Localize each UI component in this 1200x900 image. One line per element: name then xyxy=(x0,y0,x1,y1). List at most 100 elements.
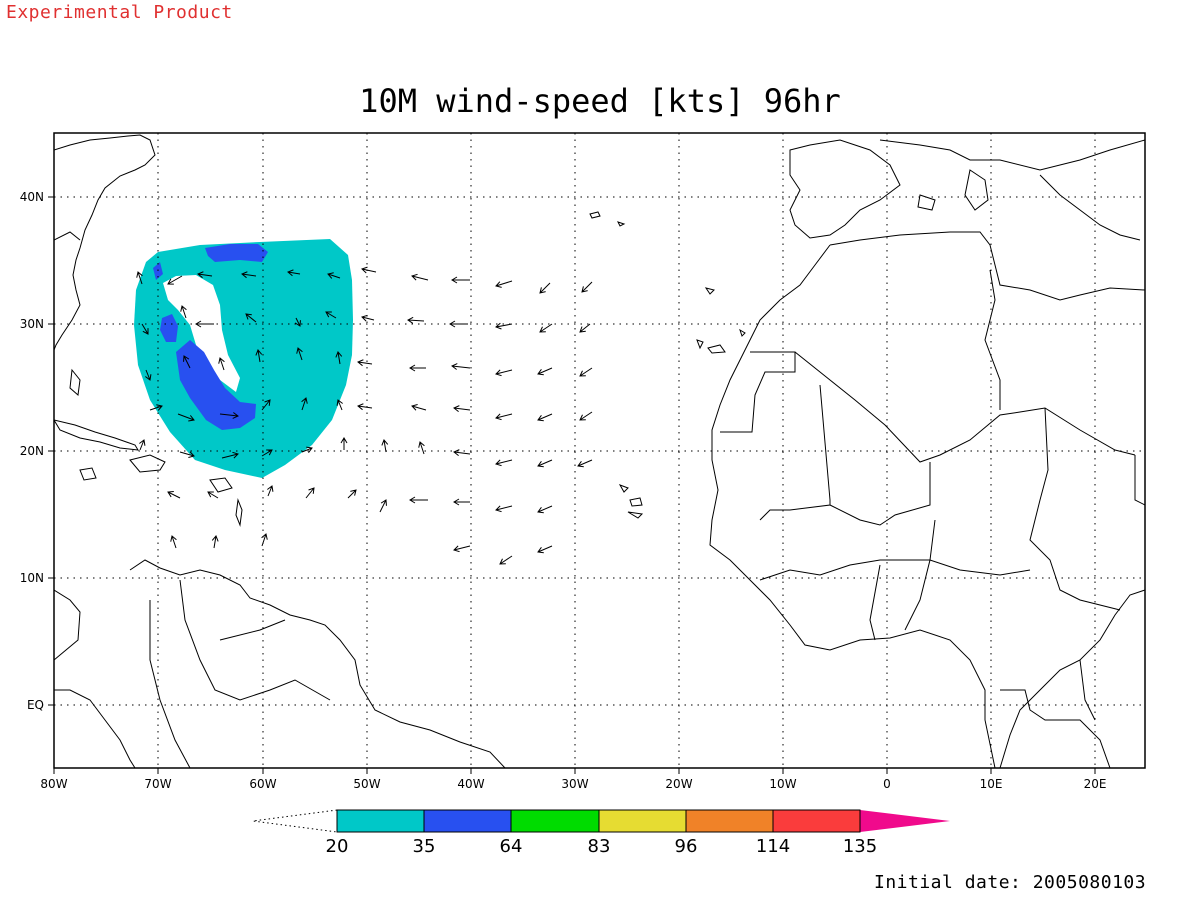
wind-vector-arrow xyxy=(207,491,219,499)
wind-vector-arrow xyxy=(495,322,513,330)
wind-vector-arrow xyxy=(453,545,471,553)
wind-vector-arrow xyxy=(211,535,219,549)
lon-label: 20E xyxy=(1084,777,1107,791)
wind-vector-arrow xyxy=(241,271,257,279)
colorbar-upper-arrow xyxy=(860,810,950,832)
initial-date: Initial date: 2005080103 xyxy=(874,872,1147,893)
wind-vector-arrow xyxy=(495,280,513,288)
wind-vector-arrow xyxy=(261,399,271,411)
wind-vector-arrow xyxy=(537,545,553,554)
shading-35-64-main xyxy=(176,340,256,430)
wind-vector-arrow xyxy=(294,317,301,327)
lon-label: 10W xyxy=(769,777,796,791)
wind-vector-arrow xyxy=(261,533,268,547)
wind-vector-arrow xyxy=(167,275,183,285)
colorbar-bin xyxy=(686,810,773,832)
colorbar-level: 20 xyxy=(326,836,349,857)
calm-hole-white xyxy=(163,275,240,392)
wind-vector-arrow xyxy=(409,496,428,504)
wind-vector-arrow xyxy=(579,411,593,421)
wind-vector-arrow xyxy=(325,311,337,319)
graticule xyxy=(54,133,1145,768)
wind-vector-arrow xyxy=(499,555,513,565)
colorbar-bin xyxy=(599,810,686,832)
lon-label: 20W xyxy=(665,777,692,791)
wind-vector-arrow xyxy=(287,269,301,277)
colorbar-level: 83 xyxy=(588,836,611,857)
lon-label: 40W xyxy=(457,777,484,791)
wind-vector-arrow xyxy=(539,323,553,333)
lon-labels: 80W 70W 60W 50W 40W 30W 20W 10W 0 10E 20… xyxy=(40,777,1106,791)
wind-vector-arrow xyxy=(218,357,225,371)
wind-vector-arrow xyxy=(495,369,513,377)
wind-vector-arrow xyxy=(335,351,343,365)
wind-vector-arrow xyxy=(145,369,152,381)
lat-label: EQ xyxy=(27,698,44,712)
wind-vector-arrow xyxy=(245,313,257,323)
wind-vector-arrow xyxy=(197,271,213,279)
wind-vector-arrow xyxy=(180,305,187,319)
wind-vector-arrow xyxy=(361,266,377,274)
colorbar-level: 135 xyxy=(843,836,877,857)
lat-label: 40N xyxy=(20,190,44,204)
wind-vector-arrow xyxy=(577,459,593,468)
wind-vector-arrow xyxy=(407,316,425,324)
wind-vector-arrow xyxy=(267,485,274,497)
colorbar: 20 35 64 83 96 114 135 xyxy=(252,809,950,857)
wind-vector-arrow xyxy=(340,437,348,450)
colorbar-level: 114 xyxy=(756,836,790,857)
lon-label: 0 xyxy=(883,777,891,791)
wind-vector-arrow xyxy=(170,535,177,549)
colorbar-bin xyxy=(337,810,424,832)
wind-vector-arrow xyxy=(347,489,357,499)
lat-label: 10N xyxy=(20,571,44,585)
wind-vector-arrow xyxy=(451,363,471,370)
wind-vector-arrow xyxy=(495,413,513,421)
wind-vector-arrow xyxy=(301,397,308,411)
colorbar-bin xyxy=(424,810,511,832)
lon-label: 30W xyxy=(561,777,588,791)
lon-label: 10E xyxy=(980,777,1003,791)
wind-vector-arrow xyxy=(581,281,593,293)
tick-marks xyxy=(48,196,1096,774)
wind-vector-arrow xyxy=(219,412,239,419)
wind-vector-arrow xyxy=(537,367,553,376)
coastlines xyxy=(54,134,1145,768)
wind-vector-arrow xyxy=(539,282,551,294)
wind-vector-arrow xyxy=(149,404,163,411)
wind-vector-arrow xyxy=(453,498,470,506)
wind-vector-arrow xyxy=(195,320,214,328)
shading-35-64-small xyxy=(160,314,178,342)
wind-vector-arrow xyxy=(357,403,373,411)
wind-vector-arrow xyxy=(449,320,468,328)
colorbar-lower-arrow xyxy=(252,809,338,833)
wind-vector-arrow xyxy=(177,413,195,422)
wind-vector-arrow xyxy=(336,399,343,411)
wind-vector-arrow xyxy=(537,505,553,514)
map-title: 10M wind-speed [kts] 96hr xyxy=(359,82,841,120)
wind-vector-arrow xyxy=(418,441,425,455)
wind-vector-arrow xyxy=(379,499,387,513)
lat-labels: EQ 10N 20N 30N 40N xyxy=(20,190,44,712)
shading-35-64-north xyxy=(205,244,268,262)
colorbar-bin xyxy=(511,810,599,832)
wind-vector-arrow xyxy=(495,459,513,467)
lon-label: 70W xyxy=(144,777,171,791)
lon-label: 60W xyxy=(249,777,276,791)
wind-vector-arrow xyxy=(579,367,593,377)
wind-vector-arrow xyxy=(221,451,239,459)
wind-vector-arrow xyxy=(183,355,191,369)
wind-vector-arrow xyxy=(537,459,553,468)
wind-vector-arrow xyxy=(136,271,143,285)
wind-vector-arrow xyxy=(296,347,303,361)
wind-vector-arrow xyxy=(141,323,149,335)
wind-vector-arrow xyxy=(361,314,375,322)
wind-vector-arrow xyxy=(167,491,181,499)
lon-label: 80W xyxy=(40,777,67,791)
wind-vector-arrow xyxy=(451,276,470,284)
wind-vectors xyxy=(136,266,593,565)
wind-vector-arrow xyxy=(255,349,263,363)
wind-vector-arrow xyxy=(305,487,315,499)
colorbar-level: 96 xyxy=(675,836,698,857)
